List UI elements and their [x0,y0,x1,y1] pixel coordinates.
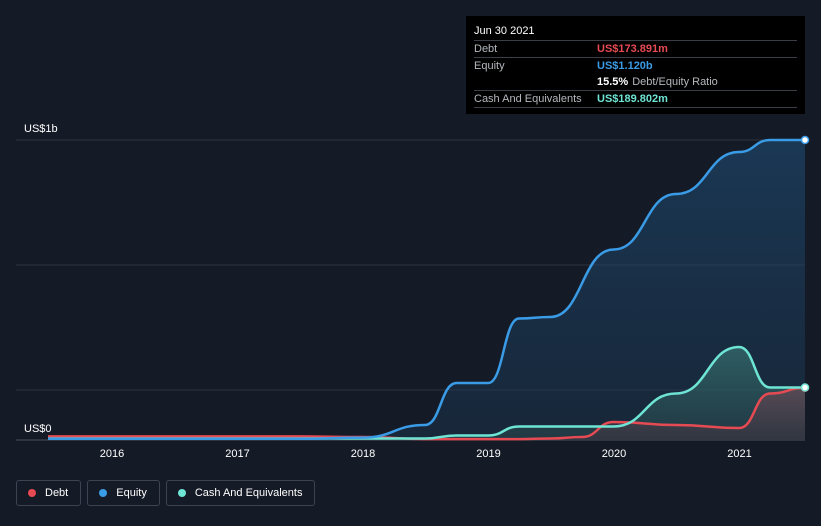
tooltip-ratio-value: 15.5% [597,76,629,88]
cash-dot-icon [177,489,186,497]
x-tick-label: 2019 [476,448,500,460]
legend-label-equity: Equity [116,487,147,499]
tooltip-equity-label: Equity [474,60,505,72]
legend-label-cash: Cash And Equivalents [194,487,303,499]
data-tooltip: Jun 30 2021 Debt US$173.891m Equity US$1… [466,16,805,114]
equity-area [48,140,805,440]
tooltip-cash-row: Cash And Equivalents US$189.802m [474,90,797,107]
series-lines [47,138,806,441]
tooltip-ratio-label: Debt/Equity Ratio [632,76,718,88]
chart-legend: Debt Equity Cash And Equivalents [16,480,316,506]
cash-line [47,345,805,440]
tooltip-date: Jun 30 2021 [474,25,535,37]
tooltip-debt-row: Debt US$173.891m [474,40,797,57]
equity-line [47,138,805,441]
cash-end-marker [800,383,810,392]
x-tick-label: 2021 [727,448,751,460]
x-tick-label: 2016 [100,448,124,460]
x-tick-label: 2018 [351,448,375,460]
x-axis-labels: 2016 2017 2018 2019 2020 2021 [100,448,752,460]
tooltip-ratio-row: 15.5% Debt/Equity Ratio [474,74,797,90]
tooltip-equity-row: Equity US$1.120b [474,57,797,74]
x-tick-label: 2017 [225,448,249,460]
x-tick-label: 2020 [602,448,626,460]
legend-label-debt: Debt [45,487,69,499]
legend-item-cash[interactable]: Cash And Equivalents [165,480,316,506]
legend-item-equity[interactable]: Equity [87,480,160,506]
equity-end-marker [800,135,810,145]
tooltip-cash-label: Cash And Equivalents [474,93,582,105]
tooltip-debt-label: Debt [474,43,498,55]
y-tick-label-top: US$1b [24,123,58,135]
y-axis-labels: US$1b US$0 [24,123,58,435]
series-areas [48,140,805,440]
y-tick-label-zero: US$0 [24,423,52,435]
tooltip-equity-value: US$1.120b [597,60,653,72]
debt-line [48,386,806,441]
tooltip-cash-value: US$189.802m [597,93,668,105]
debt-dot-icon [28,489,36,497]
series-end-markers [800,135,810,393]
equity-dot-icon [99,489,108,497]
tooltip-debt-value: US$173.891m [597,43,668,55]
legend-item-debt[interactable]: Debt [16,480,82,506]
